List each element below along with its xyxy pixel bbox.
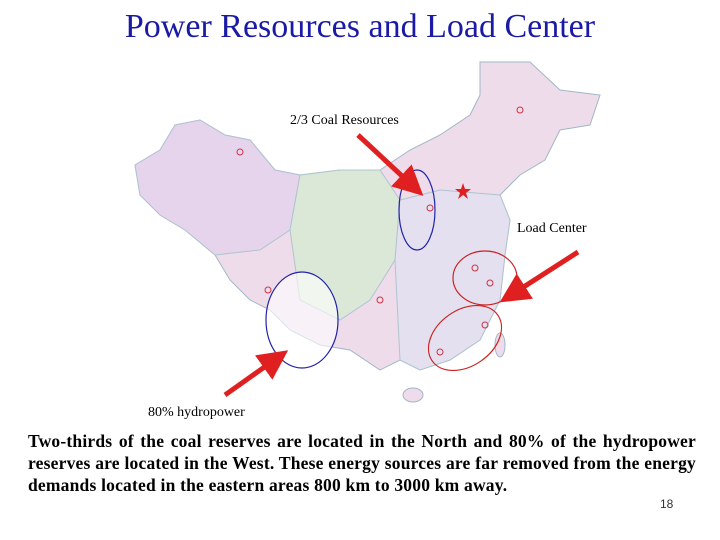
page-number: 18	[660, 497, 674, 511]
arrow	[499, 249, 580, 303]
load-ellipse	[427, 304, 503, 372]
city-dot	[436, 348, 444, 356]
city-dot	[236, 148, 244, 156]
hydro-ellipse	[265, 271, 339, 369]
city-dot	[486, 279, 494, 287]
map-label: Load Center	[517, 221, 587, 236]
city-dot	[471, 264, 479, 272]
map-label: 80% hydropower	[148, 405, 245, 420]
city-dot	[426, 204, 434, 212]
map: 2/3 Coal Resources Load Center 80% hydro…	[134, 61, 601, 420]
arrow	[356, 133, 424, 196]
city-dot	[516, 106, 524, 114]
western-region	[134, 119, 301, 256]
slide-title: Power Resources and Load Center	[124, 8, 596, 45]
body-text: Two-thirds of the coal reserves are loca…	[28, 431, 696, 495]
city-dot	[376, 296, 384, 304]
city-dot	[481, 321, 489, 329]
taiwan	[494, 332, 506, 358]
city-dot	[264, 286, 272, 294]
capital-star	[455, 183, 471, 199]
arrow	[223, 350, 289, 398]
hainan	[402, 387, 424, 403]
map-label: 2/3 Coal Resources	[290, 113, 399, 128]
